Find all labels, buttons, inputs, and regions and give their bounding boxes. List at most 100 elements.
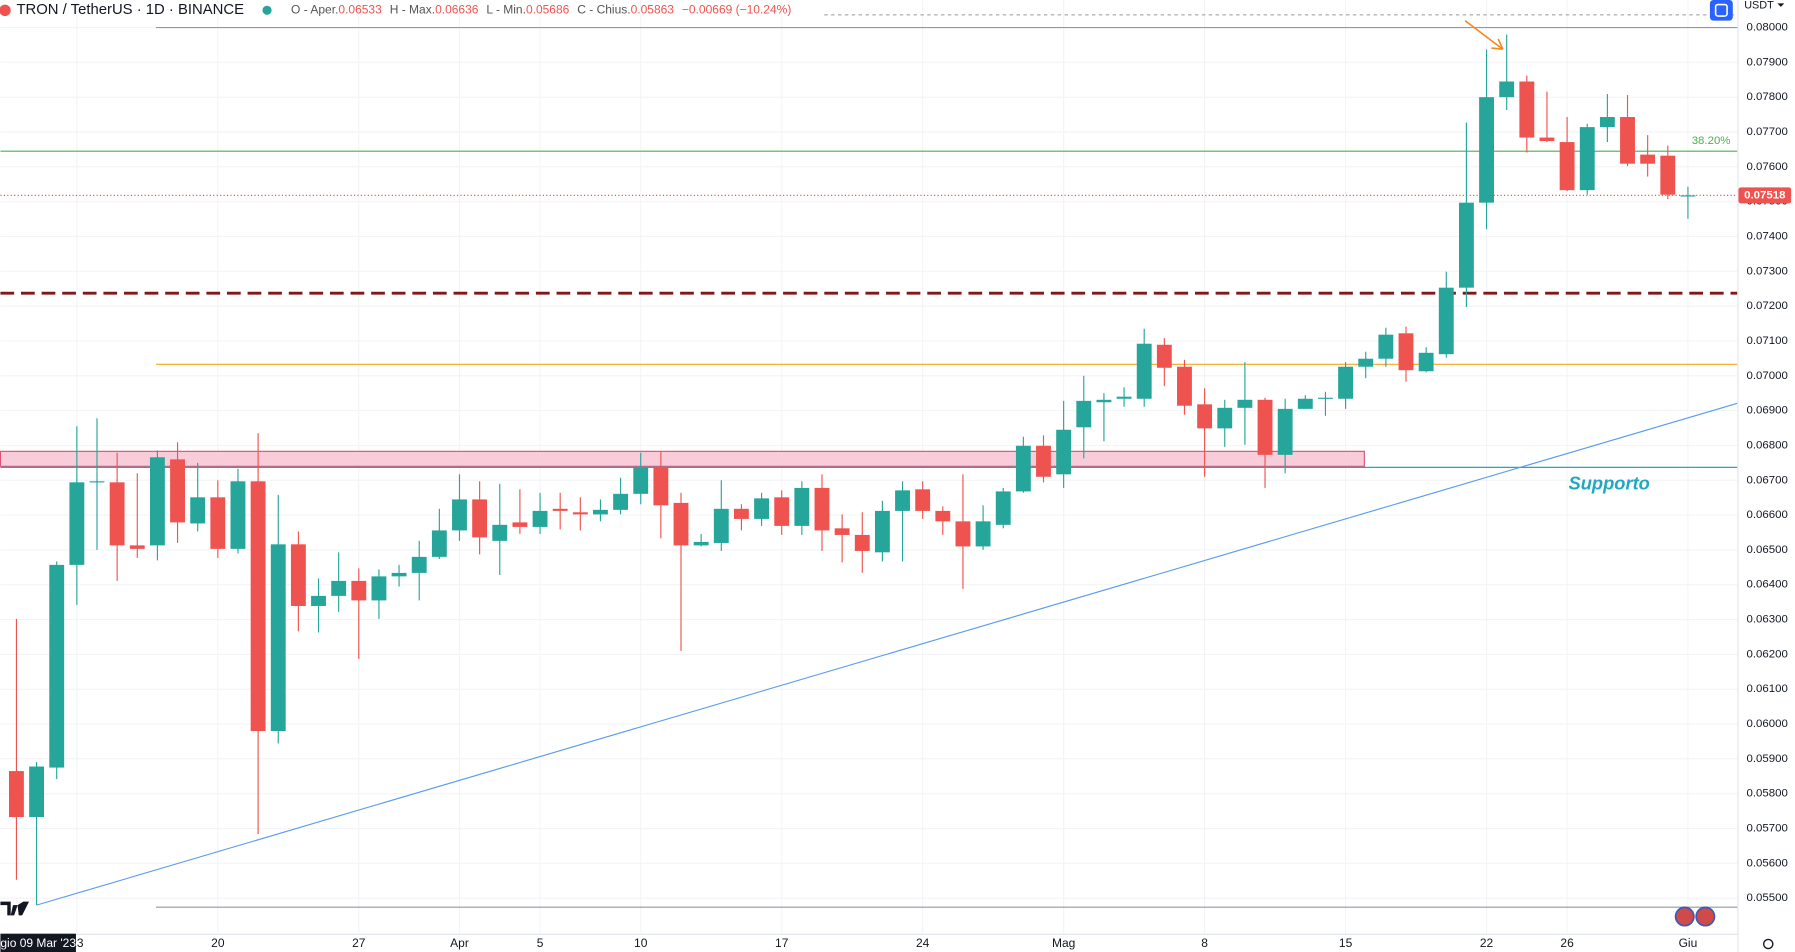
candle-body — [1660, 155, 1676, 195]
dropdown-arrow — [1777, 3, 1785, 7]
candle-body — [129, 545, 145, 549]
candle-body — [1277, 408, 1293, 455]
y-tick-label: 0.07100 — [1747, 335, 1788, 347]
x-tick-label: 17 — [775, 936, 789, 950]
candle-body — [512, 522, 528, 527]
candle-body — [1056, 429, 1072, 475]
candle-body — [733, 508, 749, 519]
candle-body — [89, 481, 105, 483]
candle-body — [1197, 404, 1213, 429]
candle-body — [1499, 81, 1515, 98]
event-flag[interactable] — [1695, 906, 1716, 927]
ohlc-value: 0.06533 — [338, 2, 382, 16]
toolbar-button[interactable] — [1709, 0, 1733, 21]
ohlc-value: 0.06636 — [435, 2, 479, 16]
candle-body — [411, 556, 427, 573]
candle-body — [1620, 117, 1635, 164]
settings-icon[interactable] — [1762, 938, 1774, 950]
candle-body — [1096, 399, 1112, 403]
candle-body — [29, 766, 45, 818]
y-tick-label: 0.07200 — [1747, 300, 1788, 312]
ohlc-label: L - Min. — [486, 2, 526, 16]
y-tick-label: 0.05700 — [1747, 823, 1788, 835]
toolbar-icon — [1714, 3, 1728, 17]
candle-body — [1519, 81, 1535, 138]
y-tick-label: 0.07000 — [1747, 370, 1788, 382]
candle-body — [270, 544, 286, 732]
price-axis-bg — [1737, 0, 1795, 952]
x-tick-label: 10 — [634, 936, 648, 950]
candle-body — [1338, 366, 1354, 399]
trendline — [36, 402, 1738, 906]
candle-body — [472, 499, 488, 538]
candle-body — [1559, 142, 1575, 191]
x-tick-label: Mag — [1052, 936, 1075, 950]
y-tick-label: 0.08000 — [1747, 22, 1788, 34]
y-tick-label: 0.06500 — [1747, 544, 1788, 556]
y-tick-label: 0.07900 — [1747, 56, 1788, 68]
ohlc-label: O - Aper. — [291, 2, 338, 16]
candle-body — [1116, 396, 1132, 399]
x-tick-label: 20 — [211, 936, 225, 950]
candle-body — [109, 482, 125, 546]
candle-body — [613, 493, 629, 510]
x-tick-label: Apr — [450, 936, 469, 950]
time-axis-bg — [0, 933, 1738, 952]
candle-body — [1257, 399, 1273, 455]
candle-body — [1177, 366, 1192, 406]
candle-body — [1156, 344, 1172, 368]
candle-body — [754, 498, 770, 519]
y-tick-label: 0.06700 — [1747, 474, 1788, 486]
candle-body — [230, 481, 246, 549]
y-tick-label: 0.07800 — [1747, 91, 1788, 103]
level-label: Supporto — [1569, 472, 1650, 493]
y-tick-label: 0.05800 — [1747, 788, 1788, 800]
candle-body — [995, 491, 1011, 525]
candle-body — [1599, 117, 1615, 128]
candle-body — [1358, 358, 1374, 367]
candle-body — [69, 482, 85, 565]
candle-body — [351, 580, 367, 601]
candle-body — [1036, 445, 1051, 477]
candle-body — [1378, 334, 1394, 359]
candle-body — [935, 510, 951, 522]
candle-body — [492, 524, 508, 541]
y-tick-label: 0.05500 — [1747, 892, 1788, 904]
event-flag[interactable] — [1674, 906, 1695, 927]
y-tick-label: 0.05900 — [1747, 753, 1788, 765]
ohlc-label: H - Max. — [390, 2, 435, 16]
candle-body — [1479, 97, 1494, 203]
candle-body — [1297, 398, 1313, 409]
axes: 0.05500 0.05600 0.05700 0.05800 0.05900 0.060… — [70, 22, 1792, 950]
candle-body — [431, 530, 447, 557]
candle-body — [331, 580, 347, 596]
candle-body — [1458, 202, 1474, 288]
annotation-arrow — [1464, 19, 1504, 50]
candle-body — [1579, 127, 1595, 191]
candle-body — [895, 490, 910, 511]
x-tick-label: 5 — [537, 936, 544, 950]
ohlc-value: 0.05863 — [631, 2, 675, 16]
currency-selector[interactable]: USDT — [1744, 0, 1774, 12]
resistance-zone — [0, 450, 1365, 467]
ohlc-change: −0.00669 (−10.24%) — [682, 2, 791, 16]
ohlc-label: C - Chius. — [577, 2, 630, 16]
logo — [0, 901, 30, 916]
ohlc-value: 0.05686 — [526, 2, 570, 16]
candle-body — [673, 502, 689, 546]
candle-body — [1217, 407, 1233, 429]
price-label-bg — [1738, 187, 1792, 204]
candle-body — [633, 467, 649, 494]
candle-body — [713, 508, 729, 543]
status-dot — [262, 5, 272, 15]
y-tick-label: 0.07400 — [1747, 230, 1788, 242]
ohlc-legend: O - Aper.0.06533 H - Max.0.06636 L - Min… — [291, 2, 791, 16]
candle-body — [1539, 137, 1555, 142]
candle-body — [774, 497, 790, 526]
candle-body — [653, 467, 669, 506]
candle-body — [1318, 397, 1333, 399]
plot-area: 38.20% Supporto — [0, 0, 1738, 934]
crosshair-date: gio 09 Mar '23 — [0, 936, 76, 950]
